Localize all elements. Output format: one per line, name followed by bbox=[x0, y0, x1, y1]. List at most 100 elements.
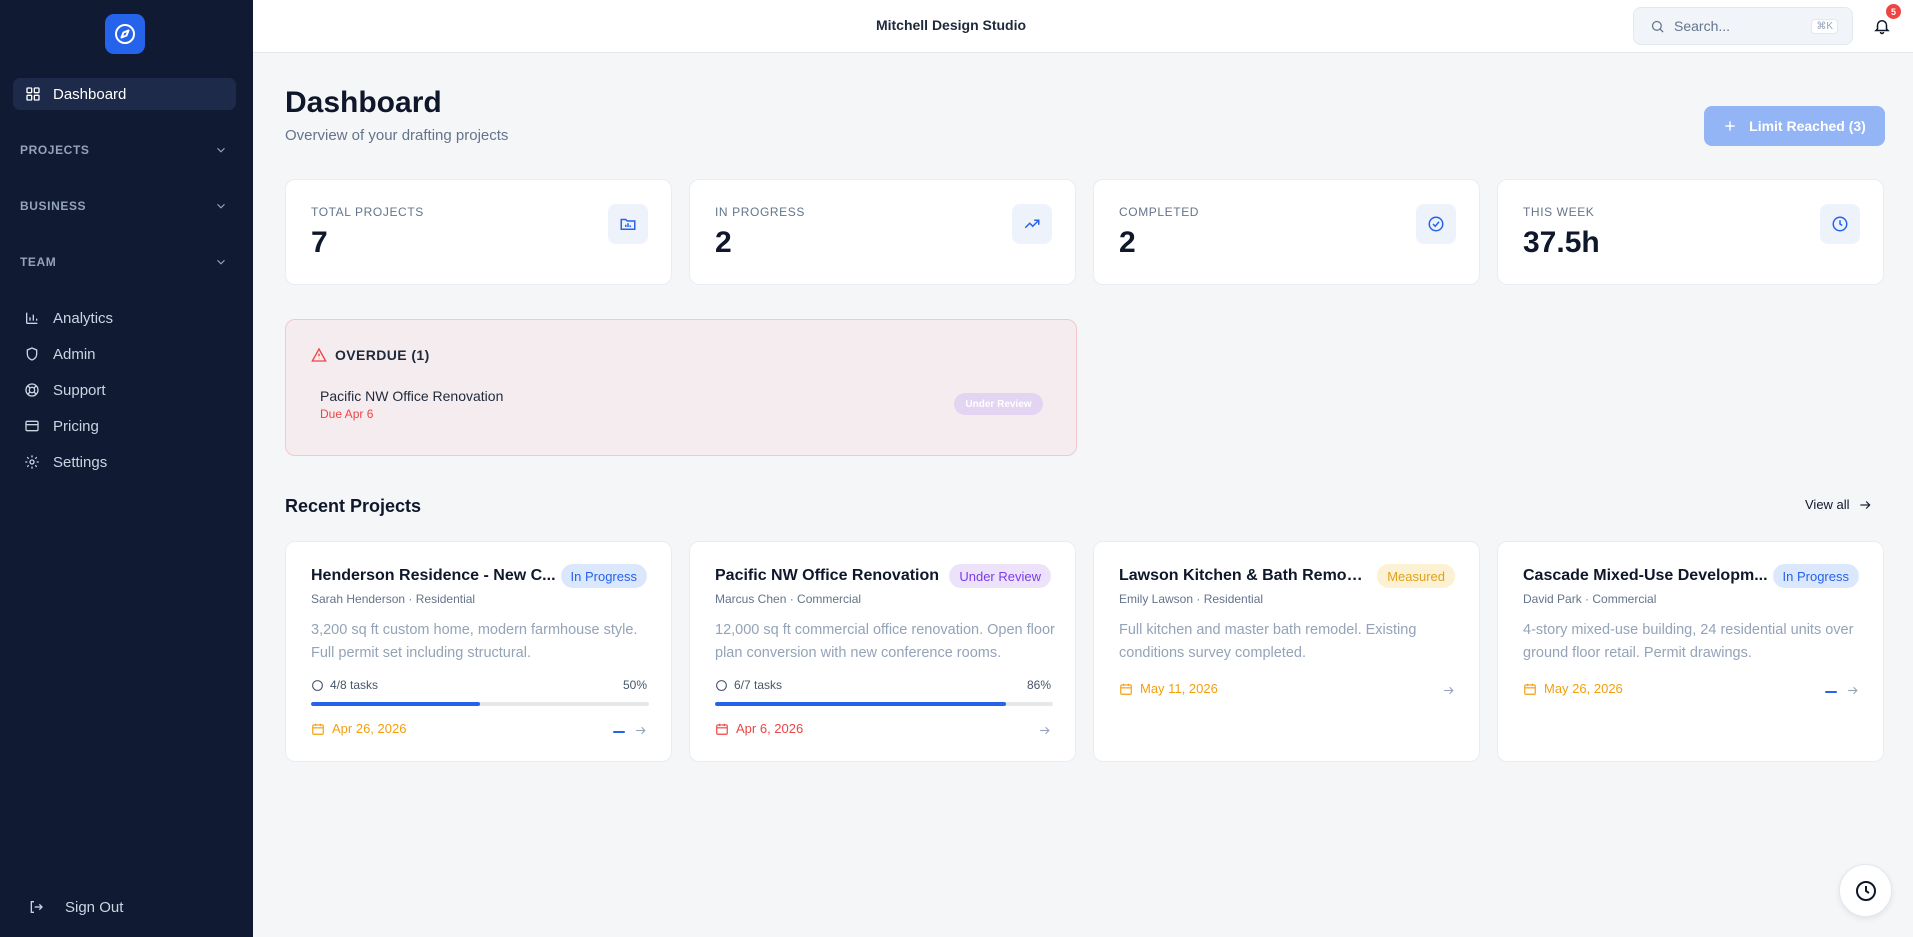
sidebar: Dashboard PROJECTS BUSINESS TEAM Analyti… bbox=[0, 0, 253, 937]
clock-icon bbox=[1832, 216, 1848, 232]
task-count-label: 4/8 tasks bbox=[330, 678, 379, 692]
project-title: Cascade Mixed-Use Developm... bbox=[1523, 567, 1768, 584]
timer-button[interactable] bbox=[1839, 864, 1892, 917]
assignee-indicator bbox=[613, 731, 625, 733]
project-client: Sarah Henderson · Residential bbox=[311, 592, 476, 606]
sidebar-section-business[interactable]: BUSINESS bbox=[20, 196, 228, 216]
search-icon bbox=[1651, 20, 1664, 33]
project-card[interactable]: Pacific NW Office Renovation Under Revie… bbox=[689, 541, 1076, 762]
calendar-icon bbox=[1524, 683, 1536, 695]
sidebar-item-label: Analytics bbox=[53, 309, 114, 327]
project-client: Marcus Chen · Commercial bbox=[715, 592, 862, 606]
project-date: Apr 26, 2026 bbox=[311, 721, 406, 736]
sidebar-item-support[interactable]: Support bbox=[24, 378, 106, 402]
overdue-panel: OVERDUE (1) Pacific NW Office Renovation… bbox=[285, 319, 1077, 456]
progress-fill bbox=[715, 702, 1006, 706]
task-count: 6/7 tasks bbox=[715, 678, 782, 692]
overdue-heading-label: OVERDUE (1) bbox=[335, 347, 430, 363]
status-badge: Under Review bbox=[949, 564, 1051, 588]
chevron-down-icon bbox=[217, 147, 225, 153]
project-title: Henderson Residence - New C... bbox=[311, 567, 556, 584]
stat-card-completed: COMPLETED 2 bbox=[1093, 179, 1480, 285]
project-date: May 11, 2026 bbox=[1119, 681, 1218, 696]
overdue-heading: OVERDUE (1) bbox=[311, 347, 430, 363]
search-placeholder: Search... bbox=[1674, 18, 1731, 34]
project-description: 4-story mixed-use building, 24 residenti… bbox=[1523, 622, 1854, 661]
progress-percent: 86% bbox=[1026, 678, 1051, 692]
stat-value: 2 bbox=[1119, 226, 1136, 259]
search-input[interactable]: Search... ⌘K bbox=[1633, 7, 1853, 45]
stat-icon-wrap bbox=[1416, 204, 1456, 244]
page-subtitle: Overview of your drafting projects bbox=[285, 127, 509, 144]
status-badge: Under Review bbox=[954, 393, 1043, 415]
stat-label: THIS WEEK bbox=[1523, 205, 1595, 219]
limit-reached-button[interactable]: Limit Reached (3) bbox=[1704, 106, 1885, 146]
project-client: Emily Lawson · Residential bbox=[1119, 592, 1264, 606]
sign-out-label: Sign Out bbox=[65, 898, 124, 916]
stat-label: IN PROGRESS bbox=[715, 205, 805, 219]
sidebar-section-projects[interactable]: PROJECTS bbox=[20, 140, 228, 160]
project-date-label: May 26, 2026 bbox=[1544, 681, 1623, 696]
task-count: 4/8 tasks bbox=[311, 678, 378, 692]
stat-value: 7 bbox=[311, 226, 328, 259]
section-label: PROJECTS bbox=[20, 143, 90, 157]
stat-value: 2 bbox=[715, 226, 732, 259]
sidebar-item-admin[interactable]: Admin bbox=[24, 342, 96, 366]
sidebar-item-label: Admin bbox=[53, 345, 96, 363]
view-all-link[interactable]: View all bbox=[1805, 497, 1872, 512]
status-badge: In Progress bbox=[560, 564, 647, 588]
project-title: Lawson Kitchen & Bath Remodel bbox=[1119, 567, 1364, 584]
overdue-project-name[interactable]: Pacific NW Office Renovation bbox=[320, 388, 504, 404]
project-date-label: May 11, 2026 bbox=[1140, 681, 1218, 696]
sidebar-item-analytics[interactable]: Analytics bbox=[24, 306, 113, 330]
app-logo[interactable] bbox=[105, 14, 145, 54]
search-shortcut: ⌘K bbox=[1811, 18, 1838, 34]
arrow-right-icon[interactable] bbox=[634, 724, 647, 737]
progress-fill bbox=[311, 702, 480, 706]
sidebar-item-dashboard[interactable]: Dashboard bbox=[13, 78, 236, 110]
project-description: 3,200 sq ft custom home, modern farmhous… bbox=[311, 622, 638, 661]
overdue-due-date: Due Apr 6 bbox=[320, 407, 374, 421]
arrow-right-icon[interactable] bbox=[1038, 724, 1051, 737]
clock-icon bbox=[1855, 880, 1876, 901]
alert-triangle-icon bbox=[311, 347, 327, 362]
check-circle-icon bbox=[1428, 216, 1444, 232]
page-title: Dashboard bbox=[285, 86, 442, 119]
progress-bar bbox=[311, 702, 649, 706]
arrow-right-icon[interactable] bbox=[1846, 684, 1859, 697]
section-label: TEAM bbox=[20, 255, 57, 269]
project-client: David Park · Commercial bbox=[1523, 592, 1657, 606]
sidebar-item-label: Settings bbox=[53, 453, 108, 471]
arrow-right-icon bbox=[1859, 500, 1871, 509]
progress-percent: 50% bbox=[622, 678, 647, 692]
project-description: Full kitchen and master bath remodel. Ex… bbox=[1119, 622, 1417, 661]
stat-card-this-week: THIS WEEK 37.5h bbox=[1497, 179, 1884, 285]
circle-icon bbox=[312, 679, 323, 691]
stat-card-total-projects: TOTAL PROJECTS 7 bbox=[285, 179, 672, 285]
calendar-icon bbox=[716, 723, 728, 735]
arrow-right-icon[interactable] bbox=[1442, 684, 1455, 697]
sign-out-button[interactable]: Sign Out bbox=[28, 895, 123, 919]
circle-icon bbox=[716, 679, 727, 691]
calendar-icon bbox=[312, 723, 324, 735]
gear-icon bbox=[25, 455, 39, 469]
notifications-button[interactable] bbox=[1873, 17, 1891, 35]
bell-icon bbox=[1874, 20, 1890, 35]
sidebar-item-pricing[interactable]: Pricing bbox=[24, 414, 99, 438]
compass-icon bbox=[115, 24, 135, 44]
sidebar-item-settings[interactable]: Settings bbox=[24, 450, 107, 474]
stat-icon-wrap bbox=[608, 204, 648, 244]
recent-projects-title: Recent Projects bbox=[285, 496, 422, 516]
trending-up-icon bbox=[1024, 219, 1040, 229]
project-date-label: Apr 6, 2026 bbox=[736, 721, 804, 736]
project-card[interactable]: Henderson Residence - New C... In Progre… bbox=[285, 541, 672, 762]
project-card[interactable]: Lawson Kitchen & Bath Remodel Measured E… bbox=[1093, 541, 1480, 762]
project-card[interactable]: Cascade Mixed-Use Developm... In Progres… bbox=[1497, 541, 1884, 762]
chevron-down-icon bbox=[217, 259, 225, 265]
sidebar-section-team[interactable]: TEAM bbox=[20, 252, 228, 272]
section-label: BUSINESS bbox=[20, 199, 87, 213]
sidebar-item-label: Dashboard bbox=[53, 85, 127, 103]
stat-value: 37.5h bbox=[1523, 226, 1600, 259]
progress-bar bbox=[715, 702, 1053, 706]
notification-badge: 5 bbox=[1886, 4, 1901, 19]
